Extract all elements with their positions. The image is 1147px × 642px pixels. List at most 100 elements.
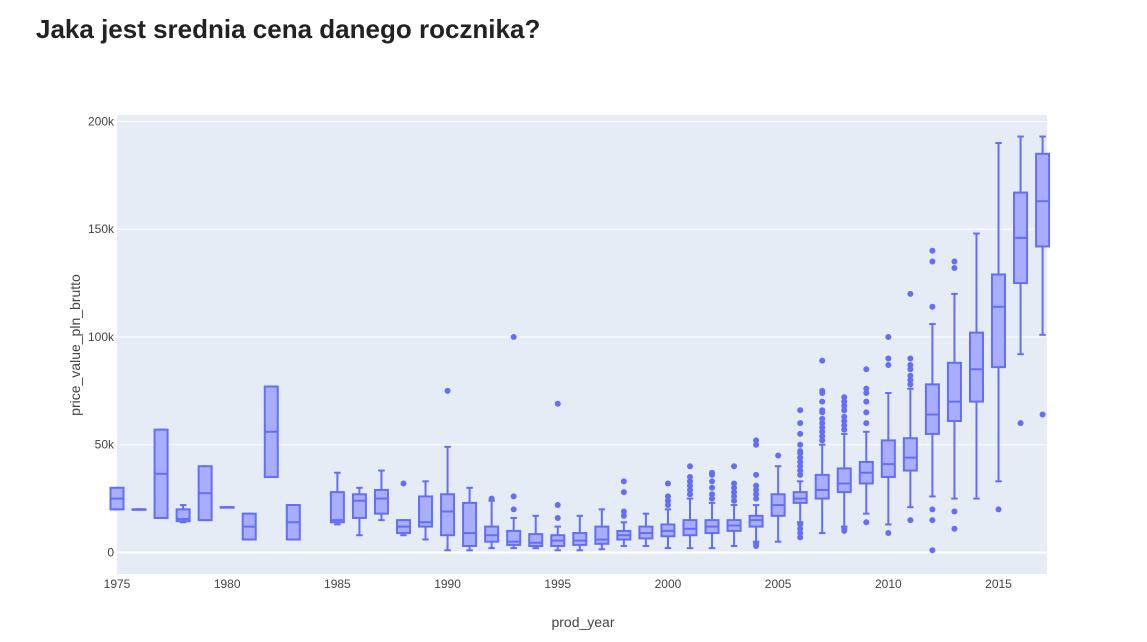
outlier-point xyxy=(709,484,716,491)
outlier-point xyxy=(686,463,693,470)
box-2006 xyxy=(792,407,808,541)
outlier-point xyxy=(510,506,517,513)
outlier-point xyxy=(841,426,848,433)
outlier-point xyxy=(686,474,693,481)
outlier-point xyxy=(863,409,870,416)
box-2013 xyxy=(946,258,962,532)
box-1998 xyxy=(616,478,632,547)
outlier-point xyxy=(620,478,627,485)
box-iqr xyxy=(175,508,191,523)
box-2012 xyxy=(924,247,940,554)
outlier-point xyxy=(797,420,804,427)
outlier-point xyxy=(400,480,407,487)
box-iqr xyxy=(418,495,434,528)
outlier-point xyxy=(819,398,826,405)
box-iqr xyxy=(924,383,940,435)
box-2016 xyxy=(1013,135,1029,427)
y-axis-title: price_value_pln_brutto xyxy=(67,274,83,416)
box-iqr xyxy=(462,501,478,547)
outlier-point xyxy=(841,394,848,401)
outlier-point xyxy=(488,495,495,502)
box-1991 xyxy=(462,486,478,552)
x-tick-label: 2010 xyxy=(875,577,902,591)
outlier-point xyxy=(664,497,671,504)
outlier-point xyxy=(797,530,804,537)
box-iqr xyxy=(814,473,830,500)
outlier-point xyxy=(929,517,936,524)
outlier-point xyxy=(819,420,826,427)
outlier-point xyxy=(841,418,848,424)
box-2015 xyxy=(991,142,1007,513)
x-tick-label: 2000 xyxy=(655,577,682,591)
box-1994 xyxy=(528,514,544,550)
outlier-point xyxy=(731,463,738,470)
outlier-point xyxy=(731,480,738,487)
box-iqr xyxy=(329,491,345,524)
outlier-point xyxy=(620,512,627,519)
box-iqr xyxy=(572,532,588,546)
outlier-point xyxy=(841,525,848,532)
box-2003 xyxy=(726,463,742,547)
outlier-point xyxy=(907,290,914,297)
box-2005 xyxy=(770,452,786,543)
box-2014 xyxy=(968,232,984,500)
outlier-point xyxy=(907,517,914,524)
outlier-point xyxy=(753,437,760,444)
x-axis-title: prod_year xyxy=(551,614,614,630)
outlier-point xyxy=(664,480,671,487)
box-2001 xyxy=(682,463,698,550)
box-iqr xyxy=(748,514,764,528)
outlier-point xyxy=(885,530,892,537)
x-tick-label: 1985 xyxy=(324,577,351,591)
outlier-point xyxy=(819,407,826,414)
box-1988 xyxy=(395,480,411,537)
outlier-point xyxy=(819,433,826,440)
outlier-point xyxy=(709,495,716,502)
outlier-point xyxy=(664,502,671,509)
outlier-point xyxy=(797,430,804,437)
outlier-point xyxy=(819,415,826,422)
outlier-point xyxy=(929,247,936,254)
outlier-point xyxy=(841,422,848,429)
y-tick-label: 100k xyxy=(88,330,115,344)
outlier-point xyxy=(907,381,914,388)
box-1997 xyxy=(594,508,610,551)
outlier-point xyxy=(775,452,782,459)
outlier-point xyxy=(863,385,870,392)
outlier-point xyxy=(753,486,760,493)
outlier-point xyxy=(1039,411,1046,418)
outlier-point xyxy=(753,491,760,498)
outlier-point xyxy=(797,454,804,461)
box-1976 xyxy=(131,508,147,511)
outlier-point xyxy=(686,482,693,489)
box-iqr xyxy=(991,273,1007,369)
outlier-point xyxy=(797,463,804,470)
outlier-point xyxy=(620,489,627,496)
box-iqr xyxy=(880,439,896,479)
box-2010 xyxy=(880,333,896,537)
box-iqr xyxy=(484,525,500,543)
outlier-point xyxy=(819,424,826,431)
box-2008 xyxy=(836,394,852,534)
outlier-point xyxy=(907,361,914,368)
box-2004 xyxy=(748,437,764,549)
box-1982 xyxy=(263,385,279,479)
box-1987 xyxy=(373,469,389,522)
outlier-point xyxy=(444,387,451,394)
x-axis-ticks: 1975 1980 1985 1990 1995 2000 2005 2010 2015 xyxy=(104,577,1013,591)
outlier-point xyxy=(841,398,848,405)
outlier-point xyxy=(885,361,892,368)
box-2007 xyxy=(814,357,830,535)
outlier-point xyxy=(731,497,738,504)
box-iqr xyxy=(1035,152,1051,248)
box-1995 xyxy=(550,400,566,552)
outlier-point xyxy=(797,525,804,532)
outlier-point xyxy=(731,484,738,491)
box-1980 xyxy=(219,506,235,509)
outlier-point xyxy=(863,366,870,373)
box-1985 xyxy=(329,471,345,526)
outlier-point xyxy=(951,258,958,265)
box-1990 xyxy=(440,387,456,552)
outlier-point xyxy=(995,506,1002,513)
x-tick-label: 1995 xyxy=(544,577,571,591)
